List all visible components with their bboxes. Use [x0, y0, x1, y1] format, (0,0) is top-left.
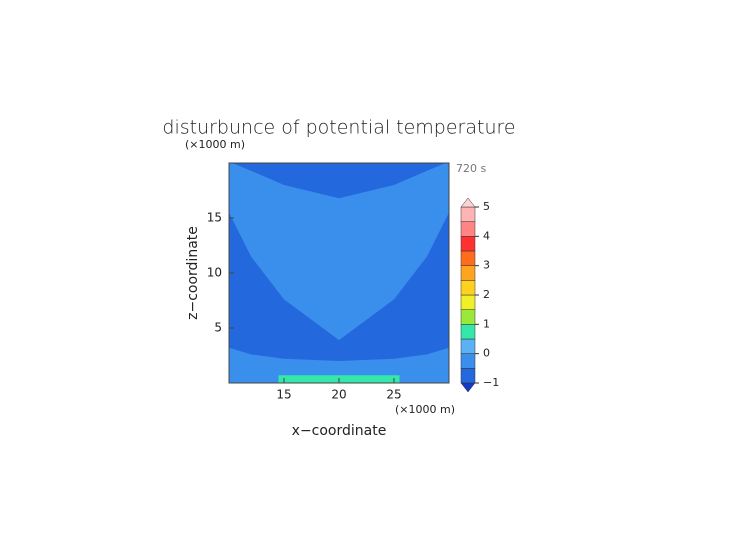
y-tick-label: 10	[207, 266, 222, 280]
colorbar-tick-label: 4	[483, 229, 490, 242]
x-unit: (×1000 m)	[395, 403, 455, 416]
colorbar-over	[460, 197, 476, 208]
colorbar-band	[460, 324, 476, 340]
x-axis-label: x−coordinate	[292, 423, 387, 439]
x-tick-label: 20	[331, 388, 346, 402]
y-tick-label: 5	[214, 321, 222, 335]
colorbar-band	[460, 294, 476, 310]
colorbar-tick-label: −1	[483, 376, 499, 389]
time-label: 720 s	[456, 162, 486, 175]
colorbar-band	[460, 353, 476, 369]
colorbar-band	[460, 309, 476, 325]
colorbar-tick-label: 3	[483, 259, 490, 272]
colorbar-tick-label: 5	[483, 200, 490, 213]
colorbar-under	[460, 382, 476, 393]
colorbar-tick-label: 2	[483, 288, 490, 301]
y-tick-label: 15	[207, 211, 222, 225]
colorbar-band	[460, 221, 476, 237]
colorbar-tick-label: 0	[483, 347, 490, 360]
colorbar-band	[460, 250, 476, 266]
contour-region	[229, 212, 449, 361]
colorbar-band	[460, 338, 476, 354]
y-axis-label: z−coordinate	[185, 226, 201, 320]
colorbar-band	[460, 236, 476, 252]
colorbar-band	[460, 265, 476, 281]
colorbar-band	[460, 368, 476, 384]
x-tick-label: 25	[386, 388, 401, 402]
chart-title: disturbunce of potential temperature	[162, 117, 515, 139]
colorbar-band	[460, 206, 476, 222]
colorbar-band	[460, 280, 476, 296]
y-unit: (×1000 m)	[185, 138, 245, 151]
contour-region	[232, 163, 446, 199]
colorbar-tick-label: 1	[483, 317, 490, 330]
x-tick-label: 15	[276, 388, 291, 402]
